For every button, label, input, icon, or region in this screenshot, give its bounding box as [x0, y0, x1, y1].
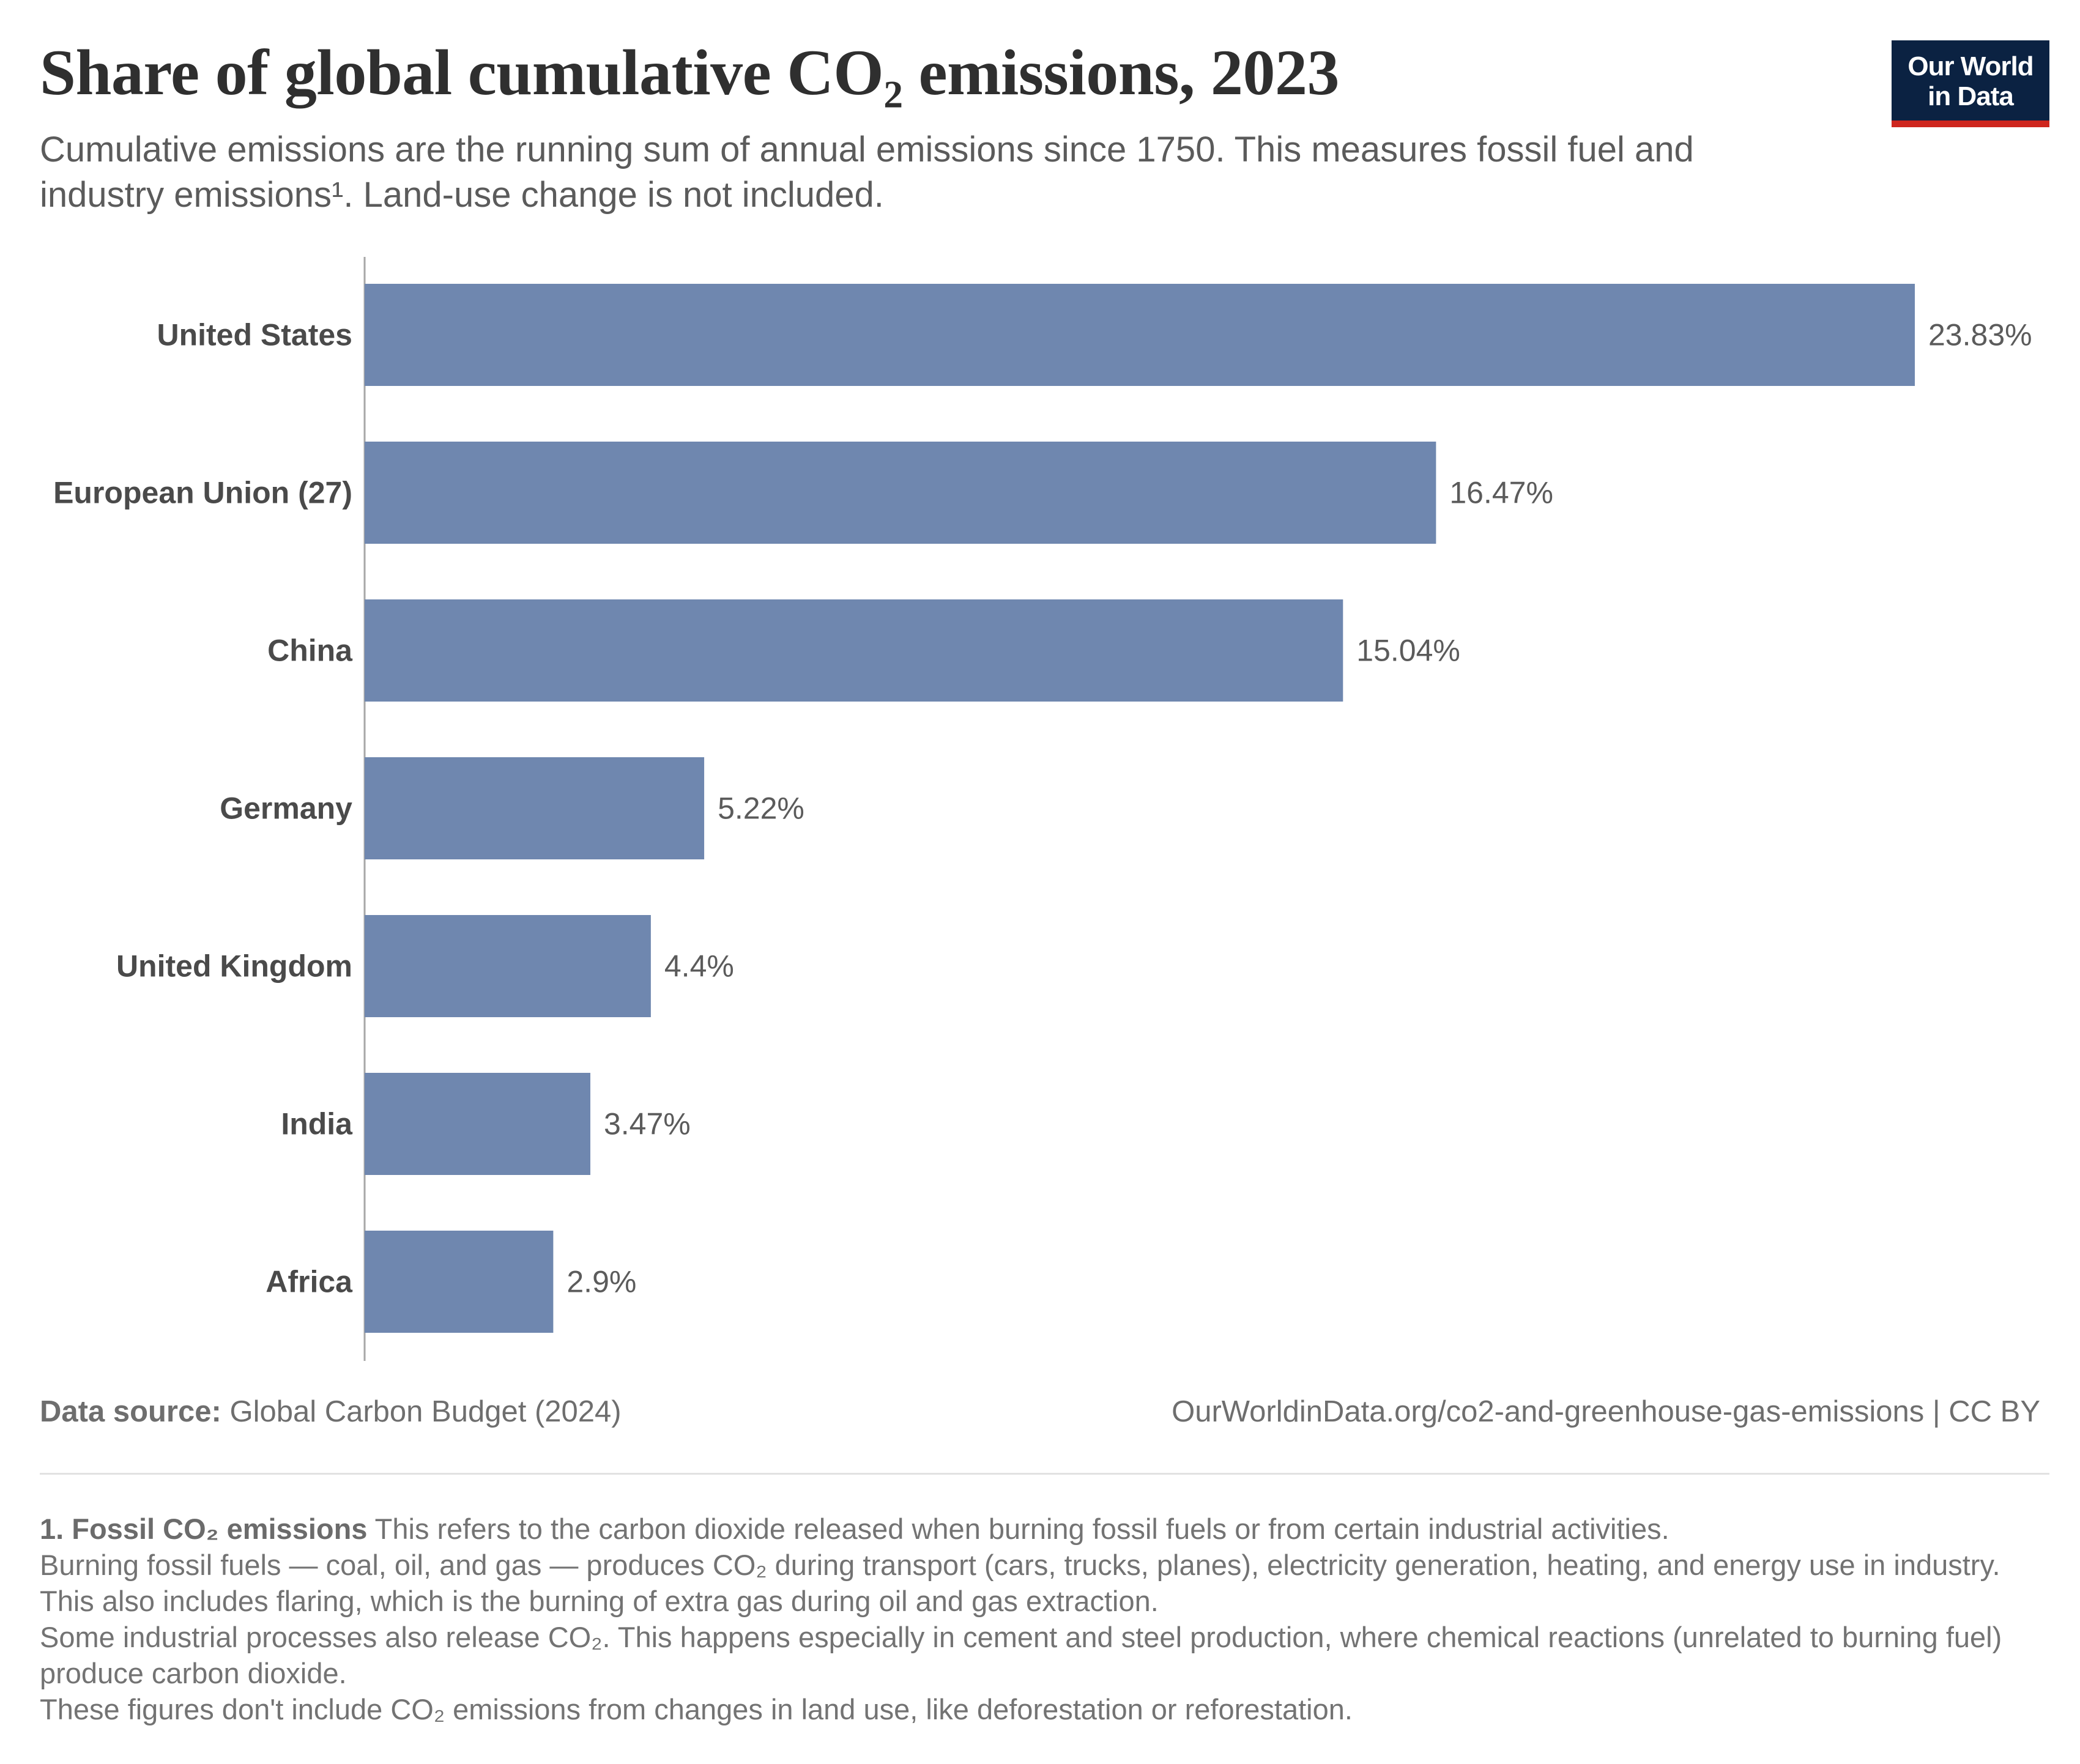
owid-logo[interactable]: Our World in Data [1892, 40, 2049, 127]
value-label-european-union-27: 16.47% [1449, 476, 1553, 510]
logo-line-1: Our World [1907, 51, 2034, 81]
category-label-germany: Germany [220, 791, 352, 826]
value-label-india: 3.47% [604, 1107, 691, 1141]
value-label-germany: 5.22% [718, 791, 804, 826]
category-label-india: India [281, 1107, 353, 1141]
bar-china[interactable] [365, 599, 1343, 702]
footnote: 1. Fossil CO₂ emissions This refers to t… [40, 1511, 2049, 1727]
value-label-africa: 2.9% [566, 1265, 636, 1299]
chart-subtitle: Cumulative emissions are the running sum… [40, 130, 1694, 215]
footnote-text-1: This refers to the carbon dioxide releas… [374, 1513, 1670, 1545]
bar-united-kingdom[interactable] [365, 915, 651, 1017]
value-label-united-kingdom: 4.4% [664, 949, 734, 984]
footnote-line-4: These figures don't include CO₂ emission… [40, 1693, 1353, 1725]
category-label-united-kingdom: United Kingdom [116, 949, 352, 984]
source-url-link[interactable]: OurWorldinData.org/co2-and-greenhouse-ga… [1172, 1395, 1925, 1428]
bar-chart: United States 23.83% European Union (27) 16… [53, 257, 2032, 1361]
category-label-africa: Africa [266, 1265, 353, 1299]
footnote-line-2: Burning fossil fuels — coal, oil, and ga… [40, 1549, 2000, 1617]
value-label-china: 15.04% [1356, 634, 1460, 668]
logo-line-2: in Data [1928, 81, 2014, 111]
source-block: Data source: Global Carbon Budget (2024) [40, 1395, 622, 1428]
source-right: OurWorldinData.org/co2-and-greenhouse-ga… [1172, 1395, 2040, 1429]
bar-germany[interactable] [365, 757, 705, 859]
chart-title: Share of global cumulative CO₂ emissions… [40, 37, 1339, 108]
bars-group: United States 23.83% European Union (27) 16… [53, 284, 2032, 1333]
footer-divider [40, 1473, 2049, 1475]
logo-accent-bar [1892, 120, 2049, 127]
footnote-line-3: Some industrial processes also release C… [40, 1621, 2002, 1689]
category-label-china: China [267, 634, 353, 668]
source-value[interactable]: Global Carbon Budget (2024) [229, 1395, 622, 1428]
value-label-united-states: 23.83% [1928, 318, 2032, 352]
license-link[interactable]: | CC BY [1932, 1395, 2040, 1428]
footnote-line-1: 1. Fossil CO₂ emissions This refers to t… [40, 1511, 2049, 1547]
bar-india[interactable] [365, 1073, 590, 1175]
category-label-european-union-27: European Union (27) [53, 476, 352, 510]
bar-european-union-27[interactable] [365, 442, 1436, 544]
bar-africa[interactable] [365, 1231, 554, 1333]
source-label: Data source: [40, 1395, 221, 1428]
logo-text: Our World in Data [1892, 40, 2049, 111]
bar-united-states[interactable] [365, 284, 1915, 386]
category-label-united-states: United States [157, 318, 352, 352]
footnote-marker: 1. Fossil CO₂ emissions [40, 1513, 368, 1545]
source-row: Data source: Global Carbon Budget (2024)… [40, 1395, 2040, 1429]
